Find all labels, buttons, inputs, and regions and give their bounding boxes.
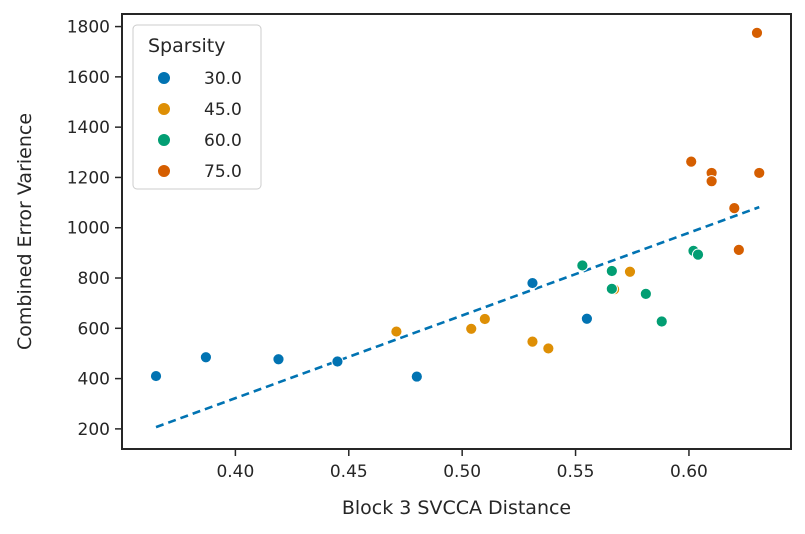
legend-marker [157, 71, 171, 85]
point-sparsity-60-0 [691, 248, 705, 261]
point-sparsity-75-0 [732, 243, 745, 256]
point-sparsity-45-0 [526, 335, 539, 348]
point-sparsity-75-0 [705, 175, 718, 188]
trend-line [155, 205, 760, 429]
legend-marker [157, 102, 171, 116]
point-sparsity-60-0 [639, 287, 652, 300]
point-sparsity-75-0 [685, 155, 698, 168]
point-sparsity-30-0 [410, 370, 423, 383]
y-tick-label: 600 [78, 319, 110, 339]
legend-label: 45.0 [204, 100, 242, 120]
y-tick-label: 400 [78, 370, 110, 390]
x-tick-label: 0.40 [216, 462, 254, 482]
point-sparsity-60-0 [605, 282, 618, 295]
point-sparsity-30-0 [199, 351, 213, 364]
point-sparsity-30-0 [331, 355, 344, 368]
legend-box [132, 24, 262, 190]
plot-frame [121, 13, 792, 450]
y-tick-label: 1400 [67, 118, 110, 138]
legend-marker [157, 164, 171, 178]
y-tick-label: 1600 [67, 68, 110, 88]
point-sparsity-45-0 [623, 265, 637, 278]
x-tick-label: 0.45 [330, 462, 368, 482]
legend-label: 30.0 [204, 69, 242, 89]
legend: Sparsity 30.0 45.0 60.0 75.0 [132, 24, 262, 190]
point-sparsity-45-0 [465, 322, 478, 335]
point-sparsity-60-0 [605, 264, 618, 278]
point-sparsity-30-0 [149, 369, 163, 383]
point-sparsity-60-0 [655, 315, 668, 328]
point-sparsity-45-0 [390, 325, 403, 338]
point-sparsity-30-0 [580, 312, 593, 325]
x-tick-label: 0.50 [443, 462, 481, 482]
x-tick-label: 0.60 [670, 462, 708, 482]
points-layer [149, 26, 766, 383]
x-axis-label: Block 3 SVCCA Distance [342, 497, 571, 519]
y-axis: 200 400 600 800 1000 1200 1400 1600 1800 [67, 18, 122, 440]
point-sparsity-45-0 [478, 312, 491, 326]
y-tick-label: 800 [78, 269, 110, 289]
x-axis: 0.40 0.45 0.50 0.55 0.60 [216, 449, 708, 482]
trendline-layer [155, 205, 760, 429]
y-tick-label: 200 [78, 420, 110, 440]
point-sparsity-60-0 [576, 259, 589, 272]
legend-label: 60.0 [204, 131, 242, 151]
legend-title: Sparsity [148, 35, 225, 57]
x-tick-label: 0.55 [557, 462, 595, 482]
point-sparsity-30-0 [272, 353, 285, 366]
point-sparsity-75-0 [750, 26, 764, 39]
point-sparsity-75-0 [753, 166, 766, 180]
y-axis-label: Combined Error Varience [14, 113, 36, 350]
point-sparsity-75-0 [728, 202, 741, 215]
legend-label: 75.0 [204, 162, 242, 182]
point-sparsity-30-0 [526, 276, 539, 290]
y-tick-label: 1800 [67, 18, 110, 38]
legend-marker [157, 133, 171, 147]
y-tick-label: 1200 [67, 168, 110, 188]
y-tick-label: 1000 [67, 219, 110, 239]
point-sparsity-45-0 [542, 342, 555, 355]
